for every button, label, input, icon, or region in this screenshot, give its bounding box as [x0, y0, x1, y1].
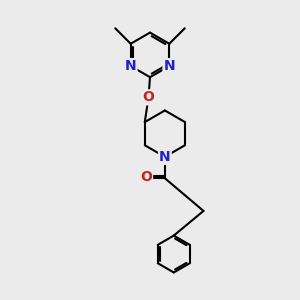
- Text: N: N: [159, 150, 171, 164]
- Text: N: N: [125, 59, 136, 73]
- Text: O: O: [142, 90, 154, 104]
- Text: O: O: [140, 170, 152, 184]
- Text: N: N: [164, 59, 175, 73]
